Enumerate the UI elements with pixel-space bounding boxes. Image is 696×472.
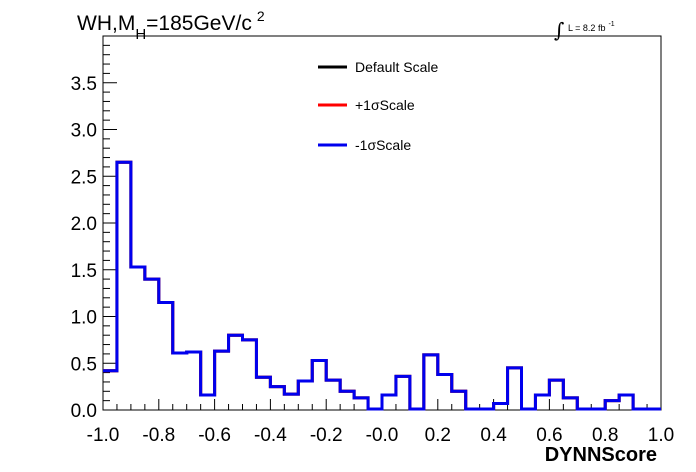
y-tick-label: 0.0 [71,401,97,422]
series-line-0 [103,160,661,411]
x-tick-label: 0.4 [480,425,507,446]
legend-label-minus1sigma: -1σScale [355,137,411,153]
svg-text:L = 8.2 fb-1: L = 8.2 fb -1 [568,21,615,33]
y-tick-label: 2.5 [71,167,97,188]
legend-label-plus1sigma: +1σScale [355,97,415,113]
x-tick-label: 1.0 [648,425,674,446]
luminosity-label: ∫ L = 8.2 fb -1 [554,18,615,42]
y-tick-label: 3.0 [71,121,97,142]
y-tick-label: 2.0 [71,214,97,235]
y-tick-label: 3.5 [71,74,97,95]
x-tick-label: -1.0 [87,425,120,446]
y-tick-label: 1.0 [71,308,97,329]
lumi-superscript: -1 [608,21,614,28]
x-tick-label: 0.2 [425,425,451,446]
x-tick-label: 0.6 [536,425,562,446]
chart-title: WH,MH=185GeV/c 2 [77,8,265,43]
series-layer [103,160,661,411]
x-tick-label: -0.8 [142,425,175,446]
x-tick-label: -0.0 [366,425,399,446]
x-tick-labels: -1.0 -0.8 -0.6 -0.4 -0.2 -0.0 0.2 0.4 0.6 0.8 1.0 [87,425,675,446]
y-tick-labels: 0.0 0.5 1.0 1.5 2.0 2.5 3.0 3.5 [71,74,97,422]
title-main: WH,M [77,12,135,35]
series-line-1 [103,160,661,411]
title-rest: =185GeV/c [146,12,252,35]
x-axis-label: DYNNScore [545,444,657,466]
title-subscript: H [135,26,146,43]
y-tick-label: 1.5 [71,261,97,282]
integral-sign: ∫ [554,18,564,42]
x-tick-label: -0.2 [310,425,343,446]
legend-label-default: Default Scale [355,59,438,75]
legend: Default Scale +1σScale -1σScale [318,59,438,153]
x-tick-label: -0.6 [198,425,231,446]
lumi-text: L = 8.2 fb [568,23,605,33]
x-tick-label: -0.4 [254,425,287,446]
title-superscript: 2 [257,8,265,24]
series-line-2 [103,160,661,411]
x-tick-label: 0.8 [592,425,618,446]
y-tick-label: 0.5 [71,354,97,375]
